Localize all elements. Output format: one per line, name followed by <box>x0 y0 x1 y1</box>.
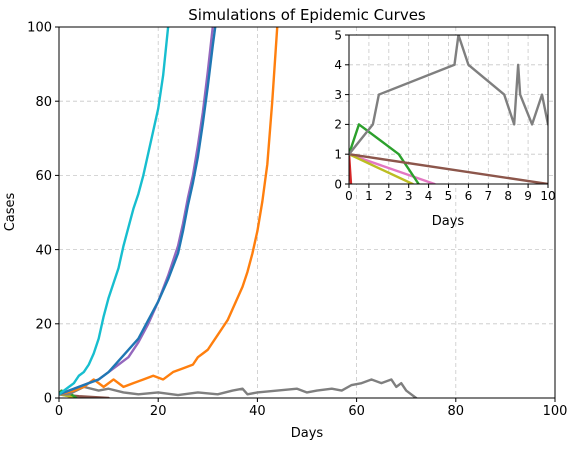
inset-series-line-3 <box>349 123 420 184</box>
main-series-line-6 <box>59 27 214 396</box>
inset-y-tick-label: 5 <box>334 28 342 42</box>
main-y-axis-label: Cases <box>3 192 18 231</box>
inset-x-tick-label: 1 <box>365 189 373 203</box>
inset-series-line-4 <box>349 153 548 184</box>
main-y-tick-label: 80 <box>35 95 52 110</box>
inset-y-tick-label: 1 <box>334 148 342 162</box>
main-y-tick-label: 0 <box>44 392 52 407</box>
inset-series-line-2 <box>349 153 414 184</box>
main-series-line-5 <box>59 27 279 396</box>
main-x-tick-label: 80 <box>448 404 465 419</box>
inset-x-tick-label: 10 <box>540 189 555 203</box>
inset-x-axis-label: Days <box>432 214 465 229</box>
inset-x-tick-label: 2 <box>385 189 393 203</box>
main-y-tick-label: 20 <box>35 317 52 332</box>
main-x-axis-label: Days <box>291 426 324 441</box>
inset-y-tick-label: 3 <box>334 88 342 102</box>
main-plot-frame <box>58 26 556 399</box>
inset-x-tick-label: 9 <box>524 189 532 203</box>
inset-x-tick-label: 4 <box>425 189 433 203</box>
main-x-tick-label: 40 <box>249 404 266 419</box>
main-series-line-7 <box>59 27 217 396</box>
main-series-line-8 <box>59 27 170 396</box>
inset-y-tick-label: 4 <box>334 58 342 72</box>
inset-x-tick-label: 5 <box>445 189 453 203</box>
inset-y-tick-label: 0 <box>334 177 342 191</box>
inset-x-tick-label: 3 <box>405 189 413 203</box>
main-x-tick-label: 0 <box>55 404 63 419</box>
inset-x-tick-label: 7 <box>484 189 492 203</box>
inset-series-line-1 <box>349 153 436 184</box>
main-y-tick-label: 100 <box>27 21 52 36</box>
main-y-tick-label: 60 <box>35 169 52 184</box>
inset-x-tick-label: 0 <box>345 189 353 203</box>
main-x-tick-label: 100 <box>543 404 568 419</box>
inset-series-group <box>349 35 548 184</box>
inset-series-line-5 <box>349 35 548 156</box>
chart-title: Simulations of Epidemic Curves <box>188 6 426 24</box>
main-series-line-4 <box>59 378 418 398</box>
main-y-tick-label: 40 <box>35 243 52 258</box>
main-x-tick-label: 60 <box>348 404 365 419</box>
main-series-group <box>59 27 418 398</box>
inset-x-tick-label: 6 <box>465 189 473 203</box>
inset-x-tick-label: 8 <box>504 189 512 203</box>
main-x-tick-label: 20 <box>150 404 167 419</box>
inset-y-tick-label: 2 <box>334 118 342 132</box>
